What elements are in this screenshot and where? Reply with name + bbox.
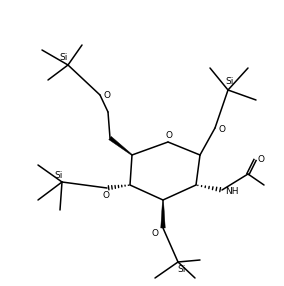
Text: Si: Si — [55, 170, 63, 180]
Text: O: O — [103, 92, 110, 100]
Text: NH: NH — [225, 188, 239, 196]
Polygon shape — [161, 200, 165, 228]
Text: O: O — [151, 229, 158, 237]
Text: Si: Si — [226, 78, 234, 86]
Text: Si: Si — [178, 265, 186, 275]
Text: O: O — [258, 154, 264, 164]
Text: O: O — [218, 126, 225, 134]
Text: Si: Si — [60, 53, 68, 63]
Text: O: O — [103, 192, 110, 200]
Text: O: O — [166, 130, 172, 140]
Polygon shape — [109, 136, 132, 155]
